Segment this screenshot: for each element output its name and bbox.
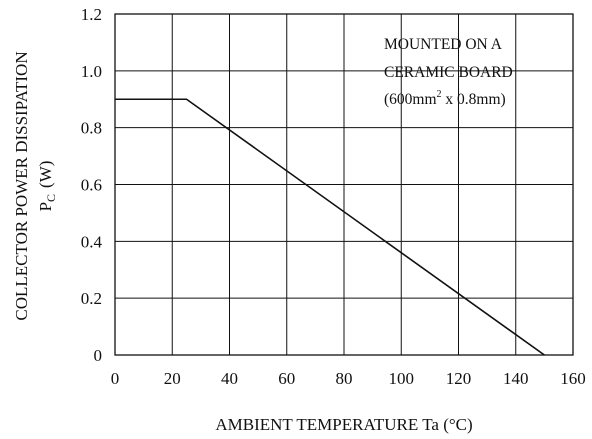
y-tick-label: 0.4 [81,232,103,251]
y-tick-labels: 0 0.2 0.4 0.6 0.8 1.0 1.2 [81,5,103,365]
x-tick-label: 60 [278,369,295,388]
y-tick-label: 0 [94,346,103,365]
y-axis-title-2: PC (W) [36,161,58,212]
plot-frame [114,13,574,356]
x-tick-label: 20 [164,369,181,388]
x-tick-label: 0 [111,369,120,388]
x-tick-label: 40 [221,369,238,388]
x-tick-label: 140 [503,369,529,388]
annotation-box: MOUNTED ON A CERAMIC BOARD (600mm2 x 0.8… [384,36,513,108]
annotation-line-3-suffix: x 0.8mm) [442,91,506,108]
x-axis-title: AMBIENT TEMPERATURE Ta (°C) [215,415,472,434]
y-tick-label: 0.8 [81,119,102,138]
grid-lines [114,13,574,356]
y-axis-title-line-1: COLLECTOR POWER DISSIPATION [12,51,31,320]
y-axis-symbol-sub: C [44,194,58,202]
y-axis-symbol: P [36,202,55,211]
y-tick-label: 1.0 [81,62,102,81]
y-axis-unit: (W) [36,161,55,188]
x-tick-label: 160 [560,369,586,388]
annotation-line-2: CERAMIC BOARD [384,64,513,81]
annotation-line-3: (600mm2 x 0.8mm) [384,89,506,108]
y-axis-title: COLLECTOR POWER DISSIPATION [12,51,31,320]
annotation-line-3-prefix: (600mm [384,91,437,108]
x-tick-labels: 0 20 40 60 80 100 120 140 160 [111,369,586,388]
annotation-line-1: MOUNTED ON A [384,36,503,53]
x-tick-label: 120 [446,369,472,388]
y-axis-title-line-2: PC (W) [36,161,58,212]
x-tick-label: 80 [336,369,353,388]
y-tick-label: 0.6 [81,176,102,195]
y-tick-label: 1.2 [81,5,102,24]
annotation-line-3-sup: 2 [437,89,442,100]
series-line-0 [115,98,545,356]
x-tick-label: 100 [389,369,415,388]
y-tick-label: 0.2 [81,289,102,308]
series-layer [115,98,545,356]
